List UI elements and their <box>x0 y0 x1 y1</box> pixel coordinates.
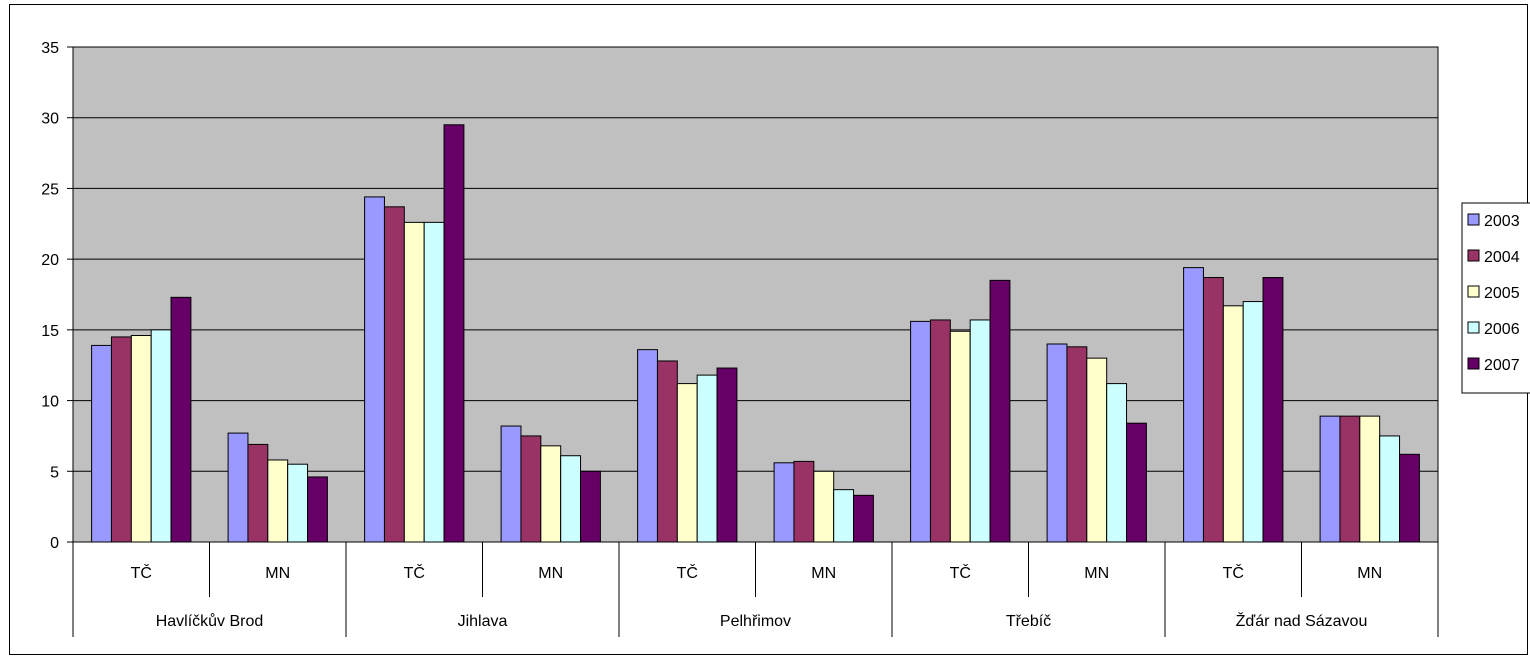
bar-2003 <box>91 344 112 543</box>
legend-label-2004: 2004 <box>1484 249 1520 266</box>
bar-2003 <box>500 425 522 543</box>
legend-swatch-2006 <box>1467 321 1480 334</box>
bar-2004 <box>1202 277 1224 543</box>
y-tick-label: 30 <box>41 111 59 128</box>
bar-2005 <box>540 445 562 543</box>
bar-2004 <box>520 435 542 543</box>
bar-2004 <box>110 336 132 543</box>
group-label: Havlíčkův Brod <box>156 612 264 630</box>
group-label: Třebíč <box>1006 613 1051 630</box>
group-label: Pelhřimov <box>720 613 791 630</box>
bar-2007 <box>1399 453 1420 543</box>
legend-swatch-2003 <box>1467 213 1480 226</box>
bar-2005 <box>130 335 152 543</box>
category-label: TČ <box>1223 563 1244 582</box>
bar-2007 <box>989 279 1011 543</box>
y-tick-label: 10 <box>41 394 59 411</box>
bar-2004 <box>247 443 269 543</box>
bar-2006 <box>150 329 172 543</box>
bar-2004 <box>793 460 815 543</box>
bar-2003 <box>637 349 658 543</box>
bar-2007 <box>1262 277 1284 543</box>
bar-2003 <box>1319 415 1341 543</box>
bar-2004 <box>1339 415 1361 543</box>
bar-2004 <box>1066 346 1088 543</box>
bar-2004 <box>929 319 951 543</box>
legend-swatch-2007 <box>1467 357 1480 370</box>
bar-2005 <box>813 470 835 543</box>
bar-2006 <box>1379 435 1401 543</box>
bar-2006 <box>287 463 309 543</box>
y-tick-label: 20 <box>41 252 59 269</box>
bar-2006 <box>1242 301 1264 543</box>
bar-2007 <box>1126 422 1147 543</box>
y-tick-label: 15 <box>41 323 59 340</box>
bar-2006 <box>833 489 855 543</box>
y-tick-label: 35 <box>41 40 59 57</box>
category-label: MN <box>1084 565 1109 582</box>
category-label: TČ <box>950 563 971 582</box>
bar-2003 <box>364 196 385 543</box>
bar-2007 <box>580 470 601 543</box>
plot-area: 0 5 10 15 20 25 30 35 TČ MN TČ MN TČ MN TČ MN TČ MN Havlíč… <box>41 40 1439 637</box>
bar-2003 <box>227 432 249 543</box>
category-label: TČ <box>677 563 698 582</box>
group-label: Jihlava <box>458 613 508 630</box>
bar-2005 <box>1359 415 1381 543</box>
legend-label-2006: 2006 <box>1484 321 1520 338</box>
bar-2006 <box>1106 383 1128 543</box>
bar-2007 <box>853 494 874 543</box>
legend-label-2003: 2003 <box>1484 213 1520 230</box>
legend-swatch-2004 <box>1467 249 1480 262</box>
bar-2005 <box>1086 357 1108 543</box>
group-label: Žďár nad Sázavou <box>1236 611 1368 630</box>
legend-swatch-2005 <box>1467 285 1480 298</box>
bar-2005 <box>403 221 425 543</box>
bar-2005 <box>267 459 289 543</box>
bar-2003 <box>1046 343 1068 543</box>
y-tick-label: 5 <box>50 464 59 481</box>
category-label: MN <box>1357 565 1382 582</box>
category-label: MN <box>538 565 563 582</box>
bar-2003 <box>773 462 795 543</box>
bar-2004 <box>656 360 678 543</box>
y-tick-label: 0 <box>50 535 59 552</box>
legend-label-2007: 2007 <box>1484 357 1520 374</box>
y-tick-label: 25 <box>41 181 59 198</box>
bar-2005 <box>949 330 971 543</box>
bar-2004 <box>383 206 405 543</box>
bar-2006 <box>696 374 718 543</box>
category-label: MN <box>811 565 836 582</box>
bar-2005 <box>1222 305 1244 543</box>
bar-2007 <box>307 476 328 543</box>
bar-2007 <box>443 124 465 543</box>
bar-2006 <box>560 455 582 543</box>
category-label: TČ <box>131 563 152 582</box>
bar-2007 <box>716 367 738 543</box>
bar-2006 <box>423 221 445 543</box>
category-label: MN <box>265 565 290 582</box>
category-label: TČ <box>404 563 425 582</box>
legend: 2003 2004 2005 2006 2007 <box>1461 202 1530 394</box>
legend-label-2005: 2005 <box>1484 285 1520 302</box>
bar-2005 <box>676 383 698 543</box>
bar-2006 <box>969 319 991 543</box>
bar-2007 <box>170 296 192 543</box>
bar-2003 <box>910 320 931 543</box>
bar-2003 <box>1183 267 1204 543</box>
